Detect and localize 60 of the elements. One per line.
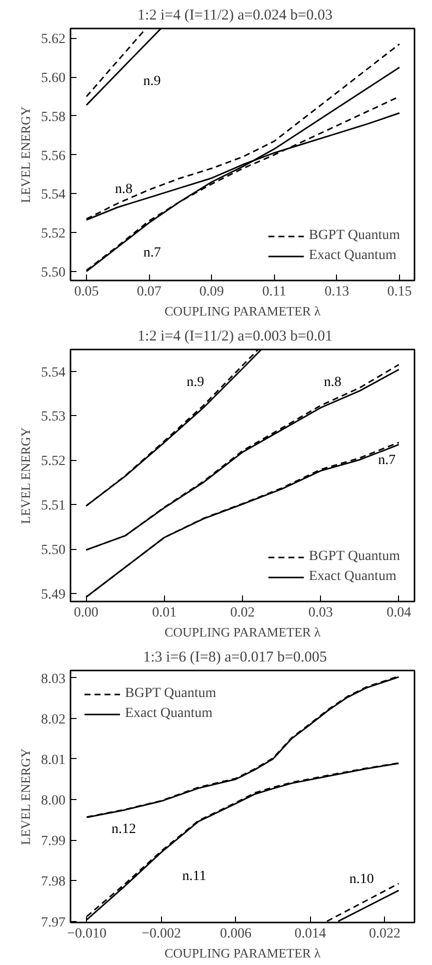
x-axis-title: COUPLING PARAMETER λ xyxy=(164,624,322,640)
y-tick-label: 5.50 xyxy=(41,543,66,558)
chart-title: 1:3 i=6 (I=8) a=0.017 b=0.005 xyxy=(143,650,327,666)
x-tick-label: 0.13 xyxy=(324,284,350,300)
annotation: n.7 xyxy=(143,245,161,260)
y-tick-label: 8.03 xyxy=(41,672,66,687)
y-tick-label: 5.54 xyxy=(41,188,66,203)
y-axis-title: LEVEL ENERGY xyxy=(18,106,33,204)
y-tick-label: 5.51 xyxy=(41,498,66,514)
y-tick-label: 8.00 xyxy=(41,794,66,809)
y-tick-label: 5.54 xyxy=(41,365,66,380)
x-tick-label: 0.014 xyxy=(294,926,326,942)
legend-label: BGPT Quantum xyxy=(308,549,400,565)
y-tick-label: 7.98 xyxy=(41,874,66,890)
y-tick-label: 5.52 xyxy=(41,454,66,470)
x-axis-title: COUPLING PARAMETER λ xyxy=(164,304,322,318)
annotation: n.8 xyxy=(115,182,133,197)
y-tick-label: 5.58 xyxy=(41,110,66,125)
annotation: n.8 xyxy=(324,375,342,390)
annotation: n.11 xyxy=(182,868,206,884)
x-tick-label: 0.07 xyxy=(136,284,162,300)
x-tick-label: 0.05 xyxy=(74,284,99,300)
x-tick-label: 0.006 xyxy=(220,926,252,942)
y-tick-label: 5.60 xyxy=(41,71,66,86)
annotation: n.12 xyxy=(112,822,136,837)
y-tick-label: 5.50 xyxy=(41,265,66,280)
y-axis-title: LEVEL ENERGY xyxy=(18,426,33,524)
x-tick-label: 0.01 xyxy=(152,606,177,620)
x-tick-label: 0.03 xyxy=(308,606,333,620)
legend-label: BGPT Quantum xyxy=(308,228,400,244)
legend-label: BGPT Quantum xyxy=(125,686,216,702)
annotation: n.10 xyxy=(349,872,374,887)
y-tick-label: 5.52 xyxy=(41,226,66,242)
x-tick-label: 0.02 xyxy=(230,606,255,620)
x-axis-title: COUPLING PARAMETER λ xyxy=(164,946,322,960)
x-tick-label: 0.09 xyxy=(199,284,224,300)
y-tick-label: 7.97 xyxy=(41,915,66,930)
x-tick-label: 0.04 xyxy=(386,606,412,620)
x-tick-label: 0.11 xyxy=(262,284,286,300)
y-axis-title: LEVEL ENERGY xyxy=(18,748,33,846)
x-tick-label: 0.00 xyxy=(74,606,98,620)
legend-label: Exact Quantum xyxy=(308,248,396,264)
x-tick-label: 0.15 xyxy=(387,284,412,300)
annotation: n.9 xyxy=(143,74,161,89)
x-tick-label: 0.022 xyxy=(368,926,400,942)
x-tick-label: −0.002 xyxy=(142,926,181,942)
x-tick-label: −0.010 xyxy=(67,926,106,942)
legend-label: Exact Quantum xyxy=(125,706,212,722)
y-tick-label: 8.01 xyxy=(41,752,66,768)
chart-title: 1:2 i=4 (I=11/2) a=0.024 b=0.03 xyxy=(138,8,332,24)
legend-label: Exact Quantum xyxy=(308,569,396,585)
annotation: n.7 xyxy=(378,453,396,468)
y-tick-label: 5.56 xyxy=(41,148,66,164)
annotation: n.9 xyxy=(186,375,204,390)
y-tick-label: 5.62 xyxy=(41,32,66,48)
chart-title: 1:2 i=4 (I=11/2) a=0.003 b=0.01 xyxy=(138,328,332,344)
y-tick-label: 5.53 xyxy=(41,410,66,425)
y-tick-label: 5.49 xyxy=(41,588,66,602)
y-tick-label: 8.02 xyxy=(41,712,66,728)
y-tick-label: 7.99 xyxy=(41,834,66,850)
